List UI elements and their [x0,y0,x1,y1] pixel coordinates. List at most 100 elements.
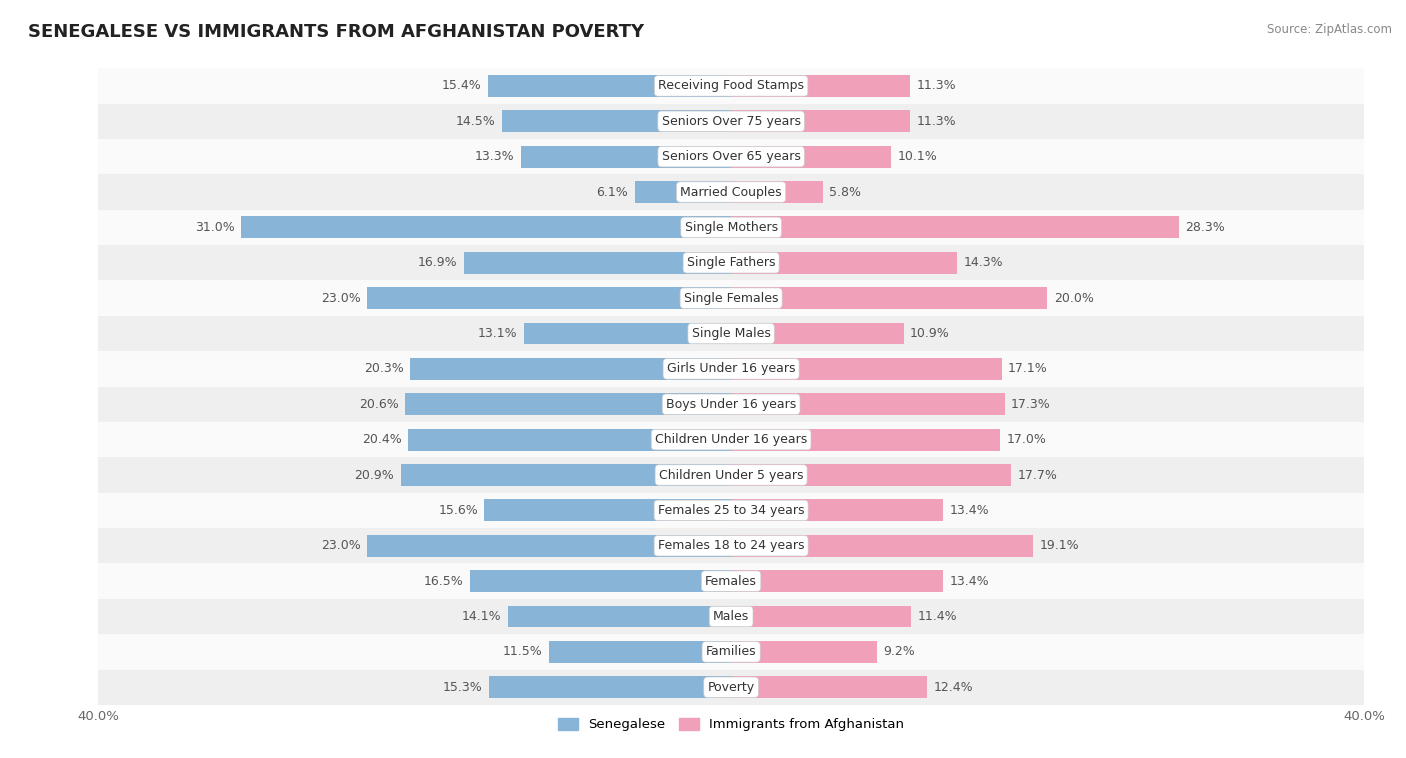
Text: Children Under 16 years: Children Under 16 years [655,433,807,446]
Bar [464,252,731,274]
Bar [731,217,1178,238]
Bar [367,287,731,309]
Bar [98,634,1364,669]
Text: 16.5%: 16.5% [425,575,464,587]
Bar [98,528,1364,563]
Bar [98,457,1364,493]
Bar [731,464,1011,486]
Text: Children Under 5 years: Children Under 5 years [659,468,803,481]
Text: Single Males: Single Males [692,327,770,340]
Bar [98,174,1364,210]
Text: 19.1%: 19.1% [1039,539,1080,553]
Bar [98,387,1364,422]
Bar [98,280,1364,316]
Bar [731,146,891,168]
Text: 17.0%: 17.0% [1007,433,1046,446]
Bar [731,287,1047,309]
Text: Poverty: Poverty [707,681,755,694]
Bar [731,676,927,698]
Bar [520,146,731,168]
Text: 10.9%: 10.9% [910,327,949,340]
Bar [731,570,943,592]
Bar [731,358,1001,380]
Bar [731,323,904,344]
Text: 17.7%: 17.7% [1018,468,1057,481]
Bar [98,669,1364,705]
Bar [98,351,1364,387]
Text: SENEGALESE VS IMMIGRANTS FROM AFGHANISTAN POVERTY: SENEGALESE VS IMMIGRANTS FROM AFGHANISTA… [28,23,644,41]
Text: Girls Under 16 years: Girls Under 16 years [666,362,796,375]
Text: 20.4%: 20.4% [363,433,402,446]
Text: 31.0%: 31.0% [194,221,235,234]
Text: Females 18 to 24 years: Females 18 to 24 years [658,539,804,553]
Bar [470,570,731,592]
Text: Single Fathers: Single Fathers [688,256,775,269]
Bar [98,68,1364,104]
Legend: Senegalese, Immigrants from Afghanistan: Senegalese, Immigrants from Afghanistan [553,713,910,737]
Bar [240,217,731,238]
Text: 20.9%: 20.9% [354,468,394,481]
Text: Families: Families [706,645,756,659]
Text: 23.0%: 23.0% [321,539,361,553]
Bar [731,252,957,274]
Text: 10.1%: 10.1% [897,150,936,163]
Text: 14.3%: 14.3% [963,256,1004,269]
Text: 17.1%: 17.1% [1008,362,1047,375]
Bar [731,500,943,522]
Bar [401,464,731,486]
Text: 13.4%: 13.4% [949,575,988,587]
Bar [98,104,1364,139]
Text: 11.3%: 11.3% [917,80,956,92]
Text: Receiving Food Stamps: Receiving Food Stamps [658,80,804,92]
Bar [98,422,1364,457]
Text: Married Couples: Married Couples [681,186,782,199]
Text: 14.1%: 14.1% [463,610,502,623]
Bar [731,393,1005,415]
Bar [508,606,731,628]
Bar [98,245,1364,280]
Bar [550,641,731,662]
Text: Boys Under 16 years: Boys Under 16 years [666,398,796,411]
Text: 15.4%: 15.4% [441,80,481,92]
Bar [98,599,1364,634]
Text: Seniors Over 65 years: Seniors Over 65 years [662,150,800,163]
Text: 13.3%: 13.3% [475,150,515,163]
Text: 23.0%: 23.0% [321,292,361,305]
Bar [98,563,1364,599]
Text: 14.5%: 14.5% [456,114,495,128]
Text: 12.4%: 12.4% [934,681,973,694]
Text: Females 25 to 34 years: Females 25 to 34 years [658,504,804,517]
Text: Females: Females [706,575,756,587]
Text: 15.3%: 15.3% [443,681,482,694]
Text: Single Mothers: Single Mothers [685,221,778,234]
Text: 11.5%: 11.5% [503,645,543,659]
Text: 6.1%: 6.1% [596,186,628,199]
Text: 28.3%: 28.3% [1185,221,1225,234]
Bar [98,316,1364,351]
Bar [731,429,1000,450]
Text: 20.6%: 20.6% [359,398,399,411]
Text: 17.3%: 17.3% [1011,398,1050,411]
Text: 13.4%: 13.4% [949,504,988,517]
Bar [367,535,731,556]
Bar [405,393,731,415]
Bar [524,323,731,344]
Text: Single Females: Single Females [683,292,779,305]
Bar [731,181,823,203]
Text: 20.0%: 20.0% [1054,292,1094,305]
Bar [731,535,1033,556]
Text: Source: ZipAtlas.com: Source: ZipAtlas.com [1267,23,1392,36]
Text: 20.3%: 20.3% [364,362,404,375]
Bar [502,111,731,132]
Text: 9.2%: 9.2% [883,645,915,659]
Bar [411,358,731,380]
Bar [634,181,731,203]
Bar [731,75,910,97]
Text: Males: Males [713,610,749,623]
Text: Seniors Over 75 years: Seniors Over 75 years [662,114,800,128]
Bar [488,75,731,97]
Bar [489,676,731,698]
Bar [98,139,1364,174]
Bar [98,493,1364,528]
Bar [731,606,911,628]
